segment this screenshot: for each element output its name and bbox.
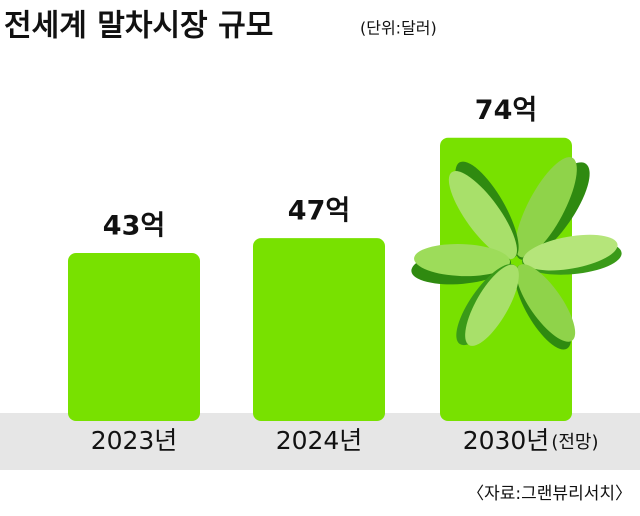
leaf-decoration bbox=[411, 157, 622, 350]
category-note: (전망) bbox=[551, 432, 598, 453]
chart-subtitle: (단위:달러) bbox=[360, 19, 437, 38]
value-label: 47억 bbox=[288, 196, 350, 227]
x-tick-label: 2023년 bbox=[91, 426, 178, 455]
x-tick-label: 2030년 bbox=[463, 426, 550, 455]
x-tick-label: 2024년 bbox=[276, 426, 363, 455]
source: 〈자료:그랜뷰리서치〉 bbox=[467, 484, 632, 504]
baseline-band bbox=[0, 413, 640, 470]
value-label: 74억 bbox=[475, 95, 537, 126]
bar bbox=[68, 253, 200, 421]
bar bbox=[253, 238, 385, 421]
chart-title: 전세계 말차시장 규모 bbox=[4, 9, 273, 44]
value-label: 43억 bbox=[103, 211, 165, 242]
